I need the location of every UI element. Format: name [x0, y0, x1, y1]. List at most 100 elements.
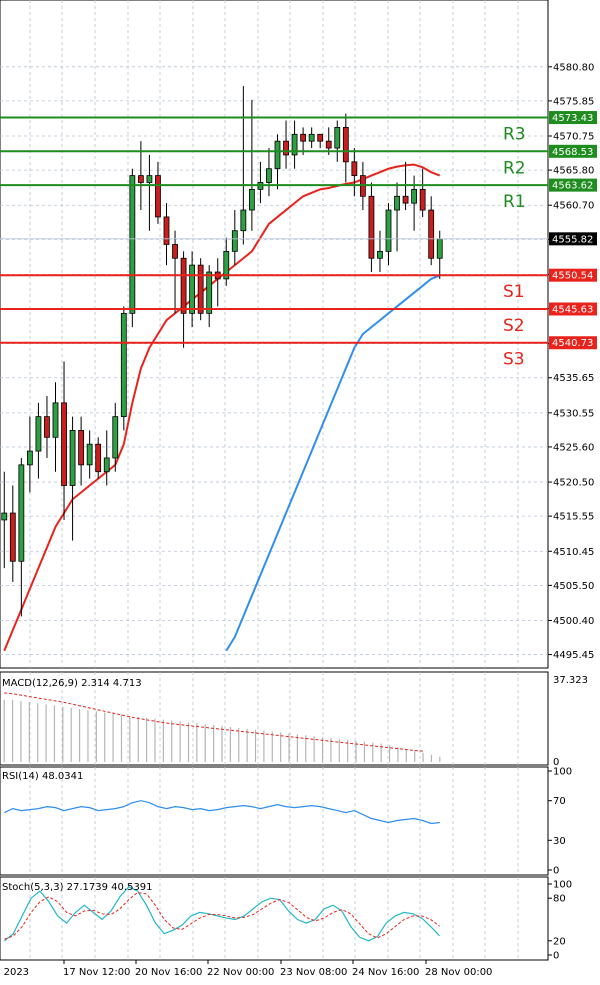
price-tick-label: 4525.60	[553, 442, 594, 453]
candle-bullish	[146, 175, 153, 183]
macd-tick-label: 0	[553, 757, 559, 768]
level-name: S3	[503, 350, 525, 370]
candle-bearish	[317, 133, 324, 142]
level-tag-label: 4573.43	[552, 113, 593, 124]
macd-panel: 37.323 0	[3, 675, 588, 768]
support-resistance-levels: R3 4573.43 R2 4568.53 R1 4563.62 S1 4550.54 S2 45…	[0, 111, 597, 370]
candle-bearish	[428, 209, 435, 259]
candle-bullish	[103, 457, 110, 473]
time-tick-label: 24 Nov 16:00	[352, 967, 419, 978]
rsi-tick-label: 100	[553, 767, 572, 778]
candle-bearish	[44, 416, 50, 438]
candle-bullish	[274, 140, 281, 170]
candle-bullish	[120, 312, 127, 418]
level-name: R1	[503, 192, 526, 212]
main-plot	[1, 86, 443, 652]
stoch-panel: 100 80 20 0	[4, 880, 572, 962]
level-tag	[549, 178, 597, 192]
candle-bullish	[248, 188, 255, 211]
candle-bearish	[342, 127, 349, 163]
candle-bullish	[189, 264, 196, 314]
panel-frame	[0, 876, 549, 961]
candle-bullish	[26, 450, 33, 466]
panel-frame	[0, 766, 549, 876]
macd-tick-label: 37.323	[553, 675, 588, 686]
candle-bullish	[266, 168, 272, 183]
candle-bullish	[240, 209, 247, 232]
rsi-title: RSI(14) 48.0341	[2, 771, 83, 782]
candle-bearish	[402, 195, 409, 204]
price-tick-label: 4510.45	[553, 547, 594, 558]
stoch-tick-label: 0	[553, 951, 559, 962]
time-tick-label: 16 Nov 2023	[0, 967, 29, 978]
candle-bearish	[325, 140, 332, 149]
level-tag-label: 4550.54	[552, 271, 593, 282]
level-name: R3	[503, 125, 526, 145]
level-tag	[549, 144, 597, 158]
price-tick-label: 4530.55	[553, 408, 594, 419]
level-tag-label: 4540.73	[552, 338, 593, 349]
candle-bearish	[95, 443, 102, 473]
candle-bullish	[334, 127, 341, 149]
candle-bearish	[163, 216, 170, 245]
candle-bullish	[86, 443, 93, 466]
candle-bullish	[206, 271, 213, 314]
level-tag	[549, 111, 597, 125]
price-tick-label: 4575.85	[553, 96, 594, 107]
candle-bearish	[419, 188, 426, 211]
level-tag	[549, 302, 597, 316]
rsi-tick-label: 70	[553, 796, 566, 807]
candle-bullish	[394, 195, 400, 211]
macd-signal-line	[4, 692, 424, 752]
price-tick-label: 4560.70	[553, 201, 594, 212]
candle-bearish	[9, 512, 16, 562]
candle-bullish	[291, 133, 298, 156]
level-name: S2	[503, 316, 525, 336]
stoch-title: Stoch(5,3,3) 27.1739 40.5391	[2, 882, 153, 893]
time-tick-label: 20 Nov 16:00	[135, 967, 202, 978]
stoch-tick-label: 20	[553, 936, 566, 947]
level-tag-label: 4568.53	[552, 147, 593, 158]
stoch-k-line	[4, 886, 440, 942]
price-tick-label: 4535.65	[553, 373, 594, 384]
moving-average-slow	[225, 274, 441, 652]
level-name: R2	[503, 158, 526, 178]
candle-bearish	[197, 264, 204, 314]
candle-bullish	[35, 416, 42, 452]
time-tick-label: 17 Nov 12:00	[63, 967, 130, 978]
time-axis: 16 Nov 2023 17 Nov 12:00 20 Nov 16:00 22 No…	[0, 960, 492, 978]
main-grid	[0, 0, 549, 961]
price-tick-label: 4570.75	[553, 132, 594, 143]
candle-bullish	[385, 209, 392, 252]
price-tick-label: 4515.55	[553, 512, 594, 523]
price-tick-label: 4565.80	[553, 166, 594, 177]
candle-bullish	[308, 133, 315, 142]
level-tag-label: 4545.63	[552, 305, 593, 316]
rsi-tick-label: 30	[553, 836, 566, 847]
price-tick-label: 4520.50	[553, 478, 594, 489]
candle-bullish	[231, 230, 238, 252]
time-tick-label: 28 Nov 00:00	[425, 967, 492, 978]
price-tick-label: 4580.80	[553, 62, 594, 73]
candle-bearish	[137, 175, 144, 183]
candle-bullish	[52, 402, 59, 438]
candle-bearish	[155, 175, 161, 218]
candle-bearish	[61, 402, 67, 486]
level-tag-label: 4563.62	[552, 181, 593, 192]
candle-bullish	[112, 416, 119, 459]
panel-frame	[0, 0, 549, 669]
candle-bearish	[172, 244, 178, 259]
candle-bullish	[377, 250, 383, 259]
stoch-tick-label: 100	[553, 880, 572, 891]
candle-bearish	[368, 195, 375, 259]
candle-bullish	[1, 512, 8, 521]
level-name: S1	[503, 282, 525, 302]
candle-bullish	[129, 175, 136, 314]
macd-title: MACD(12,26,9) 2.314 4.713	[2, 678, 142, 689]
candle-bearish	[300, 133, 307, 142]
candle-bearish	[78, 430, 85, 466]
candle-bearish	[180, 257, 187, 314]
candle-bullish	[411, 188, 418, 204]
candle-bullish	[436, 238, 443, 259]
